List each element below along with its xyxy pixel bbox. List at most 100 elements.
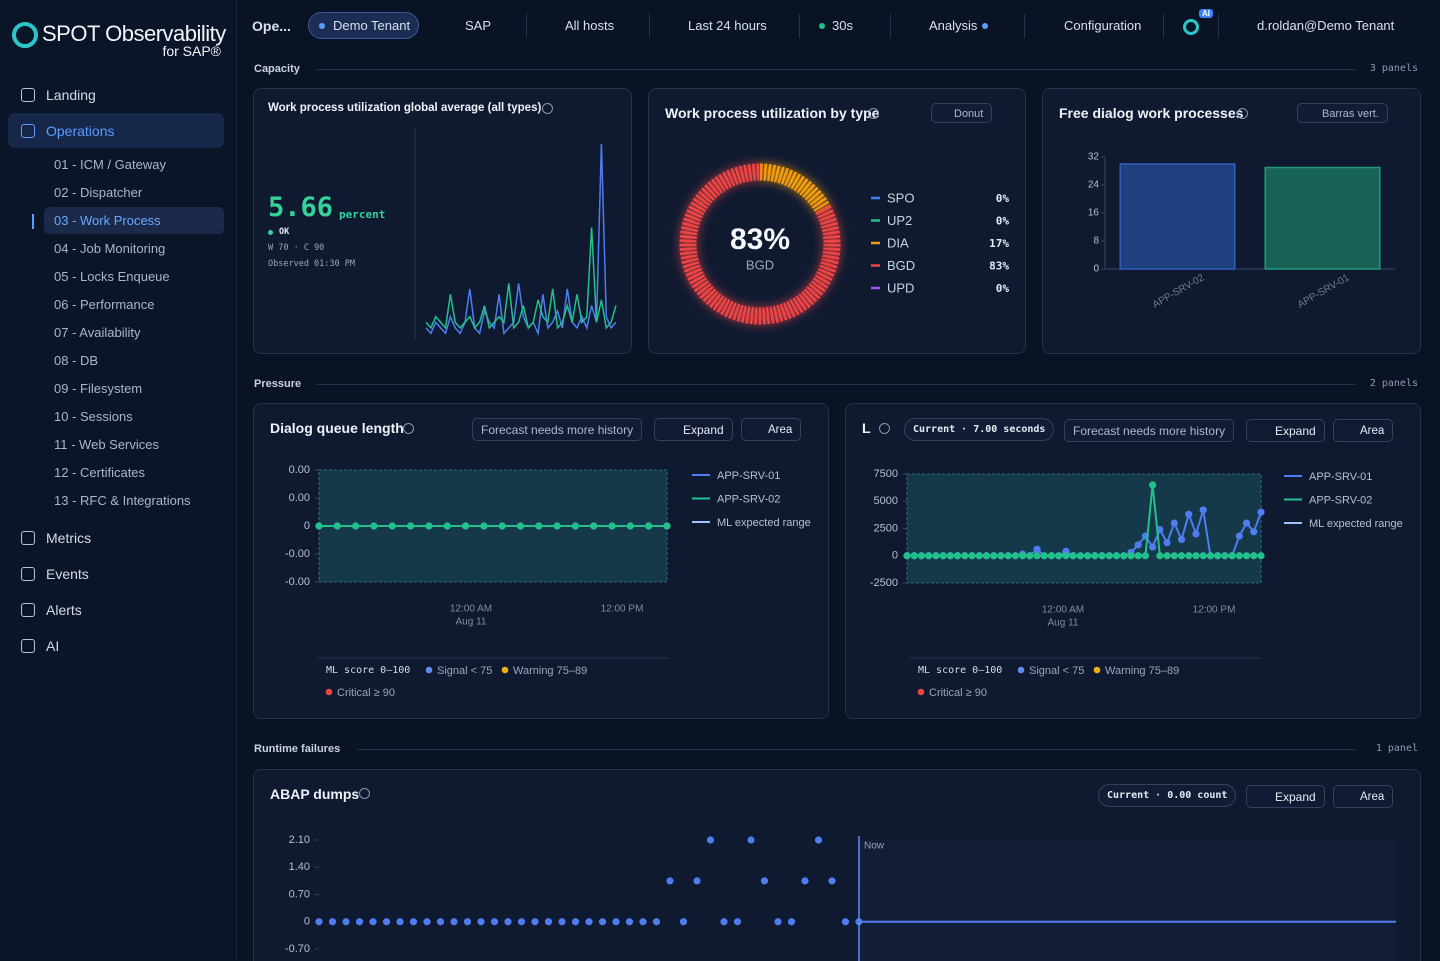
panel-chart: 0.00 0.00 0 -0.00 -0.00 12:00 AM Aug 11 12:00 P… (285, 464, 811, 699)
analysis-select[interactable]: Analysis (929, 18, 978, 33)
subnav-item[interactable]: 05 - Locks Enqueue (54, 269, 170, 284)
bar (1119, 163, 1236, 270)
subnav-item[interactable]: 07 - Availability (54, 325, 141, 340)
y-tick-label: 0 (892, 550, 898, 562)
legend-label: ML expected range (717, 517, 811, 529)
data-point (939, 552, 947, 560)
data-point (720, 918, 728, 926)
data-point (1134, 541, 1142, 549)
data-point (706, 836, 715, 844)
data-point (625, 918, 634, 926)
data-point (1047, 552, 1056, 560)
mode-select[interactable]: Area (1333, 785, 1394, 808)
subnav-item[interactable]: 13 - RFC & Integrations (54, 493, 191, 508)
info-icon[interactable] (868, 108, 879, 119)
nav-item[interactable]: Metrics (46, 530, 92, 546)
refresh-select[interactable]: 30s (832, 18, 853, 33)
kpi-status: OK (279, 227, 290, 237)
future-area (859, 840, 1396, 961)
subnav-item[interactable]: 11 - Web Services (54, 437, 160, 452)
info-icon[interactable] (542, 103, 553, 114)
nav-item[interactable]: AI (46, 638, 60, 654)
user-menu[interactable]: d.roldan@Demo Tenant (1257, 18, 1395, 33)
ml-legend-label: Warning 75–89 (1105, 665, 1179, 677)
data-point (747, 836, 755, 844)
separator (799, 14, 800, 38)
subnav-item[interactable]: 02 - Dispatcher (54, 185, 143, 200)
value-label: 83% (989, 260, 1009, 273)
nav-item[interactable]: Operations (46, 123, 115, 139)
panel-title: L (862, 420, 871, 436)
panel-chart: 7500 5000 2500 0 -2500 12:00 AM Aug 11 12:00 PM… (870, 468, 1403, 699)
info-icon[interactable] (359, 788, 370, 799)
mode-select[interactable]: Area (1333, 419, 1394, 442)
data-point (388, 522, 396, 530)
data-point (1257, 508, 1265, 516)
ml-legend-label: Critical ≥ 90 (337, 687, 395, 699)
chart-type-select[interactable]: Donut (931, 103, 993, 123)
data-point (553, 522, 561, 530)
section-line (316, 384, 1356, 385)
ml-legend-title: ML score 0–100 (326, 665, 410, 676)
nav-item[interactable]: Landing (46, 87, 96, 103)
section-line (357, 749, 1356, 750)
separator (649, 14, 650, 38)
data-point (1170, 519, 1178, 527)
data-point (733, 918, 742, 926)
data-point (903, 552, 911, 560)
data-point (1170, 552, 1178, 560)
data-point (463, 918, 472, 926)
data-point (1235, 532, 1243, 540)
configuration[interactable]: Configuration (1064, 18, 1142, 33)
data-point (1112, 552, 1121, 560)
separator (526, 14, 527, 38)
subnav-item[interactable]: 12 - Certificates (54, 465, 146, 480)
legend-label: UPD (887, 280, 914, 295)
info-icon[interactable] (1237, 108, 1248, 119)
legend-label: UP2 (887, 213, 912, 228)
nav-icon (21, 124, 35, 138)
subnav-active-bg (44, 207, 224, 234)
y-tick-label: 7500 (874, 468, 898, 480)
y-tick-label: 2500 (874, 522, 898, 534)
separator (890, 14, 891, 38)
range-select[interactable]: Last 24 hours (688, 18, 767, 33)
ai-logo[interactable] (1183, 19, 1199, 35)
section-title: Pressure (254, 378, 302, 390)
tenant[interactable]: Demo Tenant (333, 18, 411, 33)
mode-select[interactable]: Area (741, 418, 802, 441)
subnav-item[interactable]: 09 - Filesystem (54, 381, 143, 396)
subnav-item[interactable]: 01 - ICM / Gateway (54, 157, 166, 172)
expand-button[interactable]: Expand (654, 418, 733, 441)
panel-chart: 0 8 16 24 32 APP-SRV-02 APP-SRV-01 (1088, 152, 1395, 311)
nav-item[interactable]: Alerts (46, 602, 82, 618)
nav-item[interactable]: Events (46, 566, 89, 582)
expand-button[interactable]: Expand (1246, 785, 1325, 808)
data-point (1163, 539, 1171, 547)
refresh-dot (819, 23, 825, 29)
data-point (1069, 552, 1077, 560)
ml-legend-label: Warning 75–89 (513, 665, 587, 677)
forecast-note: Forecast needs more history (1064, 419, 1235, 442)
y-tick-label: -0.00 (285, 548, 310, 560)
data-point (1185, 552, 1193, 560)
subnav-item[interactable]: 03 - Work Process (54, 213, 161, 228)
data-point (1062, 552, 1070, 560)
expand-button[interactable]: Expand (1246, 419, 1325, 442)
ml-legend-dot (1093, 666, 1101, 674)
subnav-item[interactable]: 04 - Job Monitoring (54, 241, 166, 256)
y-tick-label: 0.00 (289, 464, 310, 476)
data-point (1250, 552, 1258, 560)
panel: 7500 5000 2500 0 -2500 12:00 AM Aug 11 12:00 PM… (845, 403, 1421, 719)
info-icon[interactable] (403, 423, 414, 434)
subnav-item[interactable]: 10 - Sessions (54, 409, 133, 424)
hosts-select[interactable]: All hosts (565, 18, 615, 33)
data-point (663, 522, 671, 530)
breadcrumb[interactable]: Ope... (252, 18, 291, 34)
subnav-item[interactable]: 08 - DB (54, 353, 99, 368)
info-icon[interactable] (879, 423, 890, 434)
chart-type-select[interactable]: Barras vert. (1297, 103, 1388, 123)
system-select[interactable]: SAP (465, 18, 492, 33)
subnav-item[interactable]: 06 - Performance (54, 297, 155, 312)
tenant-pill[interactable] (308, 12, 419, 39)
